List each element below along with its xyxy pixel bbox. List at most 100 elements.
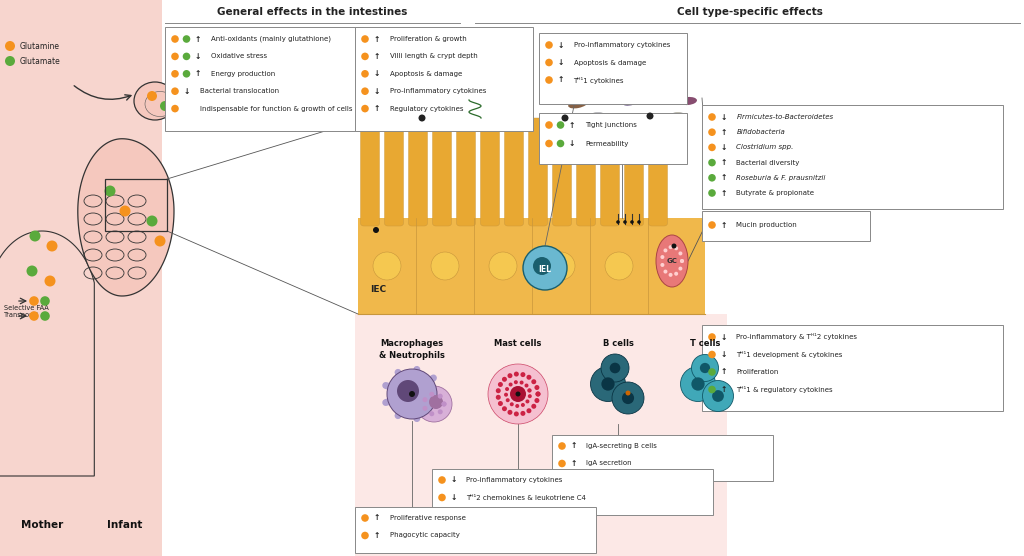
Text: ↓: ↓ xyxy=(720,350,727,359)
Circle shape xyxy=(699,363,710,373)
FancyBboxPatch shape xyxy=(355,27,534,131)
Text: Pro-inflammatory cytokines: Pro-inflammatory cytokines xyxy=(573,42,670,48)
Circle shape xyxy=(709,189,716,197)
Circle shape xyxy=(498,382,503,387)
Text: Oxidative stress: Oxidative stress xyxy=(211,53,267,59)
Text: Macrophages: Macrophages xyxy=(381,339,443,348)
Circle shape xyxy=(524,384,528,388)
Circle shape xyxy=(536,391,541,396)
Circle shape xyxy=(361,53,369,60)
Circle shape xyxy=(429,395,443,409)
Text: ↑: ↑ xyxy=(570,459,577,468)
Circle shape xyxy=(674,246,678,250)
Circle shape xyxy=(514,371,519,376)
Circle shape xyxy=(502,377,507,382)
Circle shape xyxy=(557,140,564,147)
Circle shape xyxy=(591,366,626,401)
Ellipse shape xyxy=(485,90,505,98)
Text: IEL: IEL xyxy=(539,265,552,274)
Circle shape xyxy=(545,121,553,129)
Text: ↓: ↓ xyxy=(720,112,727,122)
Text: ↓: ↓ xyxy=(374,87,380,96)
Ellipse shape xyxy=(649,88,671,98)
Ellipse shape xyxy=(679,97,697,105)
Circle shape xyxy=(514,411,519,416)
Text: ↓: ↓ xyxy=(451,475,457,484)
Text: ↑: ↑ xyxy=(720,173,727,182)
Circle shape xyxy=(496,395,501,400)
Circle shape xyxy=(508,410,512,415)
Text: Tᴴ¹2 chemokines & leukotriene C4: Tᴴ¹2 chemokines & leukotriene C4 xyxy=(467,494,587,500)
Circle shape xyxy=(558,442,566,450)
FancyBboxPatch shape xyxy=(480,118,500,226)
Text: Pro-inflammatory & Tᴴ¹2 cytokines: Pro-inflammatory & Tᴴ¹2 cytokines xyxy=(736,334,857,340)
Circle shape xyxy=(545,59,553,66)
Text: Anti-oxidants (mainly glutathione): Anti-oxidants (mainly glutathione) xyxy=(211,36,331,42)
Text: Butyrate & propionate: Butyrate & propionate xyxy=(736,190,814,196)
Circle shape xyxy=(373,252,401,280)
Text: ↑: ↑ xyxy=(195,34,201,43)
Circle shape xyxy=(691,378,705,391)
Circle shape xyxy=(664,249,668,252)
Text: ↑: ↑ xyxy=(557,76,563,85)
Circle shape xyxy=(441,401,446,406)
Text: Selective FAA
Transport?: Selective FAA Transport? xyxy=(4,305,49,317)
Text: Bacterial translocation: Bacterial translocation xyxy=(200,88,279,94)
Circle shape xyxy=(702,380,733,411)
FancyBboxPatch shape xyxy=(539,113,687,164)
Circle shape xyxy=(626,390,631,395)
Circle shape xyxy=(664,270,668,274)
Ellipse shape xyxy=(596,90,614,98)
Circle shape xyxy=(669,245,673,249)
Text: Tight junctions: Tight junctions xyxy=(585,122,637,128)
Text: Pro-inflammatory cytokines: Pro-inflammatory cytokines xyxy=(389,88,485,94)
Circle shape xyxy=(171,87,179,95)
Circle shape xyxy=(709,351,716,358)
Circle shape xyxy=(397,380,419,402)
Text: Bacterial diversity: Bacterial diversity xyxy=(736,160,800,166)
Text: Firmicutes-to-Bacteroidetes: Firmicutes-to-Bacteroidetes xyxy=(736,114,834,120)
Ellipse shape xyxy=(365,91,386,101)
Bar xyxy=(0,0,162,556)
Circle shape xyxy=(30,231,41,241)
Circle shape xyxy=(27,266,38,276)
FancyBboxPatch shape xyxy=(577,118,596,226)
Ellipse shape xyxy=(512,102,531,110)
Circle shape xyxy=(669,273,673,277)
FancyBboxPatch shape xyxy=(600,118,620,226)
Circle shape xyxy=(709,143,716,151)
Circle shape xyxy=(527,394,531,398)
Circle shape xyxy=(387,369,437,419)
Text: Mast cells: Mast cells xyxy=(495,339,542,348)
FancyBboxPatch shape xyxy=(702,211,870,241)
Circle shape xyxy=(429,411,434,416)
Text: GC: GC xyxy=(667,258,678,264)
FancyBboxPatch shape xyxy=(702,105,1002,209)
Circle shape xyxy=(182,70,190,78)
Circle shape xyxy=(534,257,551,275)
Circle shape xyxy=(674,272,678,276)
Circle shape xyxy=(40,296,50,306)
Circle shape xyxy=(605,252,633,280)
Circle shape xyxy=(437,409,442,414)
Text: Phagocytic capacity: Phagocytic capacity xyxy=(389,533,460,539)
Text: Pro-inflammatory cytokines: Pro-inflammatory cytokines xyxy=(467,477,563,483)
Circle shape xyxy=(510,402,514,406)
Text: Proliferation: Proliferation xyxy=(736,369,779,375)
Text: Villi length & crypt depth: Villi length & crypt depth xyxy=(389,53,477,59)
Circle shape xyxy=(429,392,434,397)
Circle shape xyxy=(506,398,510,402)
Circle shape xyxy=(182,53,190,60)
Text: Tᴴ¹1 development & cytokines: Tᴴ¹1 development & cytokines xyxy=(736,351,843,358)
Circle shape xyxy=(523,246,567,290)
Circle shape xyxy=(709,221,716,229)
Text: Clostridium spp.: Clostridium spp. xyxy=(736,145,794,151)
Text: ↑: ↑ xyxy=(720,385,727,394)
Circle shape xyxy=(630,220,634,224)
Text: ↓: ↓ xyxy=(557,41,563,49)
Circle shape xyxy=(616,220,620,224)
Text: Regulatory cytokines: Regulatory cytokines xyxy=(389,106,463,112)
Circle shape xyxy=(160,101,170,111)
Circle shape xyxy=(509,383,513,386)
Circle shape xyxy=(531,379,537,384)
